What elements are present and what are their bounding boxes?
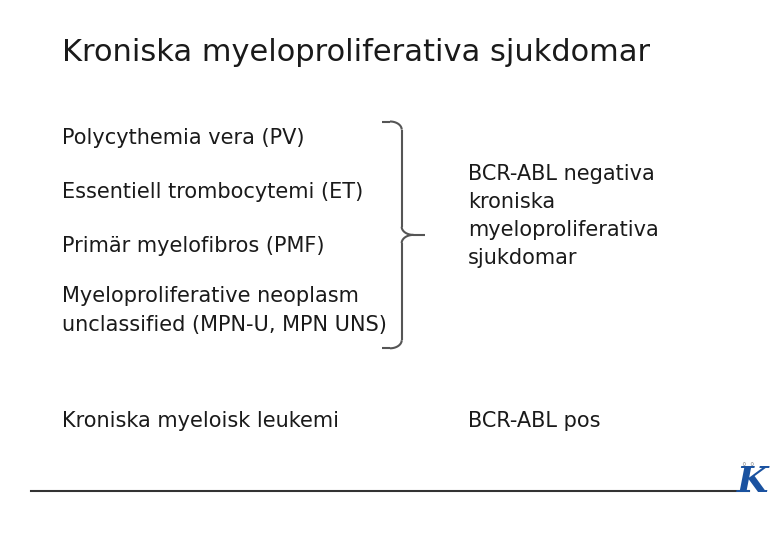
Text: Myeloproliferative neoplasm
unclassified (MPN-U, MPN UNS): Myeloproliferative neoplasm unclassified… [62,287,388,334]
Text: Primär myelofibros (PMF): Primär myelofibros (PMF) [62,235,325,256]
Text: BCR-ABL pos: BCR-ABL pos [468,411,601,431]
Text: Essentiell trombocytemi (ET): Essentiell trombocytemi (ET) [62,181,363,202]
Text: Polycythemia vera (PV): Polycythemia vera (PV) [62,127,305,148]
Text: Kroniska myeloisk leukemi: Kroniska myeloisk leukemi [62,411,339,431]
Text: ° °: ° ° [743,462,755,472]
Text: K: K [737,465,768,500]
Text: BCR-ABL negativa
kroniska
myeloproliferativa
sjukdomar: BCR-ABL negativa kroniska myeloprolifera… [468,164,659,268]
Text: Kroniska myeloproliferativa sjukdomar: Kroniska myeloproliferativa sjukdomar [62,38,651,67]
